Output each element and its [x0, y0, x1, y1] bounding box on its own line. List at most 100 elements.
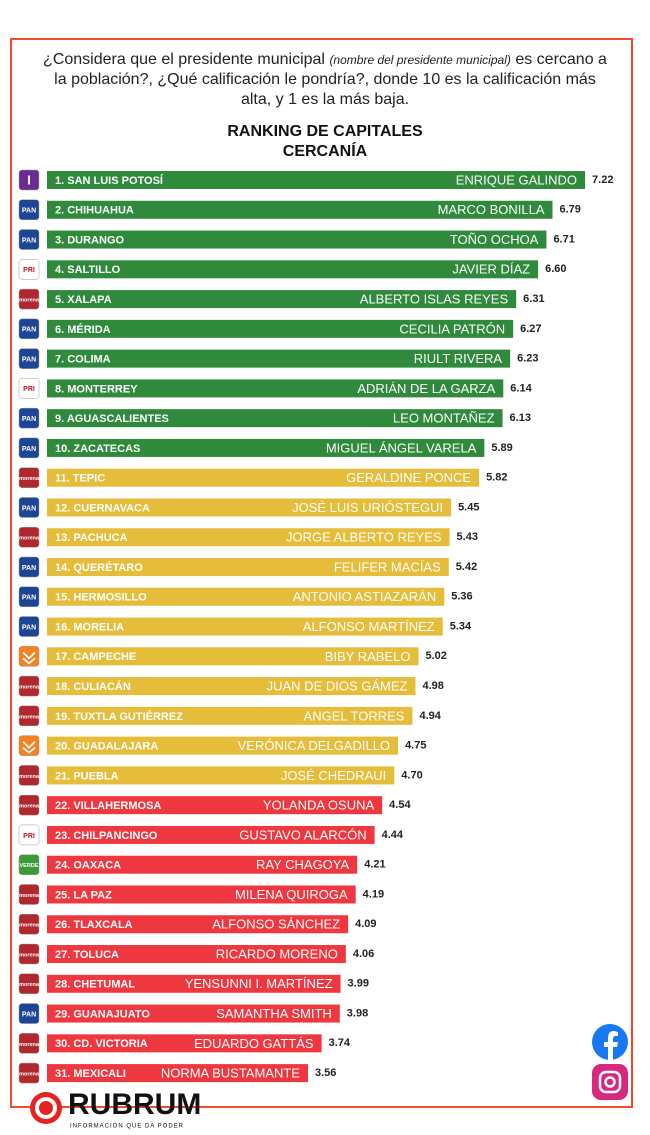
value-label: 6.13 [510, 412, 531, 424]
party-logo [18, 646, 40, 667]
bar [47, 230, 547, 249]
value-label: 4.70 [401, 769, 422, 781]
name-label: MIGUEL ÁNGEL VARELA [326, 440, 477, 455]
name-label: MILENA QUIROGA [235, 887, 348, 902]
category-label: 26. TLAXCALA [55, 919, 133, 931]
category-label: 9. AGUASCALIENTES [55, 413, 169, 425]
party-logo-label: PAN [22, 624, 36, 631]
bar [47, 409, 503, 428]
bar [47, 558, 449, 577]
brand-logo [30, 1092, 62, 1124]
name-label: TOÑO OCHOA [450, 232, 539, 247]
instagram-lens [604, 1076, 616, 1088]
category-label: 22. VILLAHERMOSA [55, 800, 161, 812]
logo-dot [39, 1101, 53, 1115]
category-label: 28. CHETUMAL [55, 979, 135, 991]
name-label: BIBY RABELO [325, 649, 411, 664]
bar [47, 171, 586, 189]
name-label: JUAN DE DIOS GÁMEZ [267, 679, 408, 694]
bar [47, 468, 480, 487]
value-label: 6.60 [545, 263, 566, 275]
bar [47, 528, 450, 547]
name-label: ALBERTO ISLAS REYES [360, 292, 509, 307]
party-logo [18, 378, 40, 399]
party-logo [18, 407, 40, 429]
name-label: RICARDO MORENO [216, 946, 338, 961]
bar [47, 706, 413, 725]
party-logo-label: morena [19, 893, 40, 899]
brand-tagline: INFORMACIÓN QUE DA PODER [70, 1123, 184, 1130]
name-label: JORGE ALBERTO REYES [286, 530, 442, 545]
category-label: 13. PACHUCA [55, 532, 128, 544]
party-logo-label: morena [19, 1042, 40, 1048]
name-label: ALFONSO SÁNCHEZ [212, 917, 340, 932]
party-logo-label: PRI [23, 386, 35, 393]
category-label: 14. QUERÉTARO [55, 561, 143, 574]
party-logo [18, 1033, 40, 1054]
party-logo [18, 348, 40, 369]
party-logo-label: morena [19, 774, 40, 780]
party-logo-label: morena [19, 1072, 40, 1078]
party-logo-label: PAN [22, 237, 36, 244]
party-logo [18, 467, 40, 488]
party-logo-label: PAN [22, 208, 36, 215]
category-label: 21. PUEBLA [55, 770, 119, 782]
bar [47, 1064, 308, 1083]
value-label: 5.02 [426, 650, 447, 662]
category-label: 4. SALTILLO [55, 264, 121, 276]
value-label: 5.34 [450, 620, 472, 632]
facebook-icon[interactable] [592, 1024, 628, 1060]
value-label: 4.44 [382, 829, 404, 841]
bar [47, 319, 514, 338]
value-label: 5.45 [458, 501, 479, 513]
category-label: 25. LA PAZ [55, 889, 112, 901]
party-logo [18, 973, 40, 995]
frame [10, 38, 633, 1108]
bar [47, 200, 553, 219]
party-logo [18, 556, 40, 578]
party-logo [18, 437, 40, 459]
bar [47, 647, 419, 666]
bar [47, 766, 395, 785]
value-label: 5.89 [491, 442, 512, 454]
name-label: YENSUNNI I. MARTÍNEZ [185, 976, 333, 991]
bar [47, 587, 445, 606]
party-logo [18, 884, 40, 905]
party-logo-label: morena [19, 804, 40, 810]
category-label: 29. GUANAJUATO [55, 1008, 150, 1020]
value-label: 5.43 [457, 531, 478, 543]
category-label: 15. HERMOSILLO [55, 592, 147, 604]
value-label: 6.14 [510, 382, 532, 394]
value-label: 4.98 [422, 680, 443, 692]
category-label: 17. CAMPECHE [55, 651, 136, 663]
value-label: 6.79 [560, 204, 581, 216]
bar [47, 349, 511, 368]
name-label: NORMA BUSTAMANTE [161, 1066, 300, 1081]
value-label: 3.74 [329, 1037, 351, 1049]
category-label: 3. DURANGO [55, 234, 125, 246]
category-label: 30. CD. VICTORIA [55, 1038, 148, 1050]
party-logo-mark [22, 651, 36, 665]
party-logo-label: morena [19, 714, 40, 720]
party-logo-label: morena [19, 923, 40, 929]
value-label: 7.22 [592, 174, 613, 186]
bar [47, 438, 485, 457]
party-logo [18, 526, 40, 548]
party-logo [18, 943, 40, 965]
name-label: RIULT RIVERA [414, 351, 503, 366]
category-label: 31. MEXICALI [55, 1068, 126, 1080]
bar [47, 379, 504, 398]
party-logo-label: PAN [22, 416, 36, 423]
bar [47, 974, 341, 993]
value-label: 4.06 [353, 948, 374, 960]
value-label: 6.23 [517, 353, 538, 365]
bar [47, 855, 358, 874]
category-label: 16. MORELIA [55, 621, 124, 633]
party-logo [18, 854, 40, 875]
instagram-icon[interactable] [592, 1064, 628, 1100]
value-label: 5.36 [451, 591, 472, 603]
party-logo [18, 497, 40, 518]
party-logo [18, 586, 40, 608]
